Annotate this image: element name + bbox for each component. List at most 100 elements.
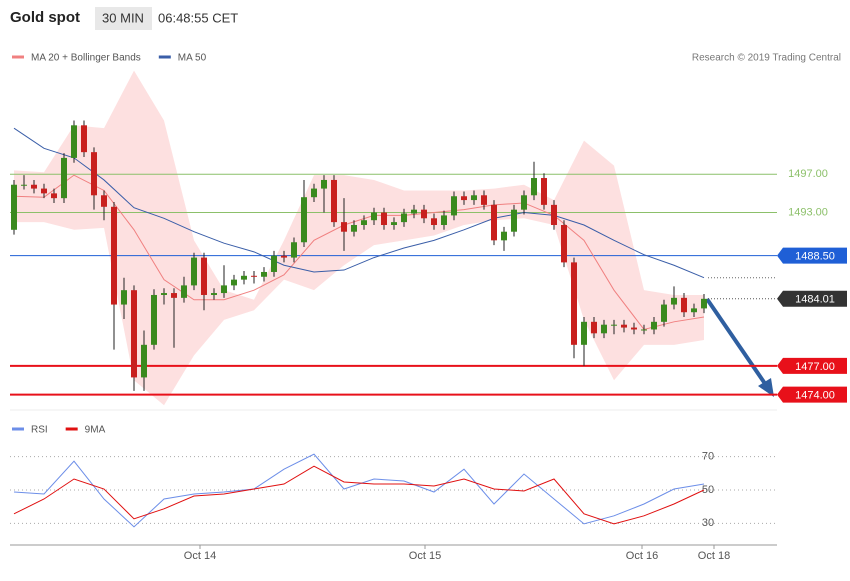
candle-body xyxy=(51,193,57,199)
x-tick-label: Oct 15 xyxy=(409,550,441,562)
candle-body xyxy=(371,212,377,221)
candle-body xyxy=(521,195,527,210)
candle-body xyxy=(541,178,547,205)
forecast-arrow-head xyxy=(758,378,774,397)
candle-body xyxy=(61,157,67,199)
level-label: 1497.00 xyxy=(788,168,828,180)
candle-body xyxy=(231,279,237,286)
candle-body xyxy=(91,152,97,196)
candle-body xyxy=(41,188,47,194)
candle-body xyxy=(561,225,567,263)
legend-label: MA 20 + Bollinger Bands xyxy=(31,53,141,64)
y-tick-label: 50 xyxy=(702,484,714,496)
candle-body xyxy=(121,290,127,305)
candle-body xyxy=(251,275,257,277)
candle-body xyxy=(381,212,387,225)
candle-body xyxy=(501,231,507,241)
candle-body xyxy=(661,304,667,322)
candle-body xyxy=(31,184,37,189)
candle-body xyxy=(301,197,307,243)
candle-body xyxy=(21,184,27,186)
y-tick-label: 30 xyxy=(702,517,714,529)
candle-body xyxy=(281,255,287,258)
candle-body xyxy=(471,195,477,201)
candle-body xyxy=(191,257,197,286)
candle-body xyxy=(571,262,577,345)
candle-body xyxy=(101,195,107,207)
level-label: 1493.00 xyxy=(788,206,828,218)
candle-body xyxy=(611,324,617,326)
legend-label: RSI xyxy=(31,425,48,436)
last-price-tag xyxy=(777,290,847,307)
source: Research © 2019 Trading Central xyxy=(692,53,841,64)
level-tag xyxy=(777,247,847,264)
rsi-line xyxy=(13,453,705,528)
candle-body xyxy=(441,215,447,225)
candle-body xyxy=(421,209,427,219)
level-label: 1474.00 xyxy=(795,390,835,402)
candle-body xyxy=(581,321,587,345)
level-label: 1488.50 xyxy=(795,251,835,263)
candle-body xyxy=(181,285,187,298)
candle-body xyxy=(341,222,347,232)
candle-body xyxy=(261,271,267,277)
candle-body xyxy=(491,204,497,241)
last-price-label: 1484.01 xyxy=(795,294,835,306)
candle-body xyxy=(621,324,627,328)
candle-body xyxy=(131,290,137,378)
chart-title: Gold spot xyxy=(10,9,80,26)
candle-body xyxy=(311,188,317,198)
candle-body xyxy=(701,298,707,309)
candle-body xyxy=(241,275,247,280)
candle-body xyxy=(331,179,337,223)
candle-body xyxy=(431,218,437,225)
candle-body xyxy=(551,204,557,225)
candle-body xyxy=(651,321,657,330)
x-tick-label: Oct 14 xyxy=(184,550,216,562)
candle-body xyxy=(451,196,457,216)
candle-body xyxy=(691,308,697,313)
candle-body xyxy=(11,184,17,230)
y-tick-label: 70 xyxy=(702,451,714,463)
level-tag xyxy=(777,386,847,403)
ma-line xyxy=(13,174,705,331)
interval: 30 MIN xyxy=(102,10,144,25)
candle-body xyxy=(71,125,77,158)
candle-body xyxy=(81,125,87,153)
forecast-arrow xyxy=(705,297,770,390)
candle-body xyxy=(591,321,597,334)
candle-body xyxy=(171,293,177,298)
candle-body xyxy=(461,196,467,201)
candle-body xyxy=(391,222,397,225)
x-tick-label: Oct 16 xyxy=(626,550,658,562)
candle-body xyxy=(401,213,407,223)
level-label: 1477.00 xyxy=(795,361,835,373)
bollinger-band xyxy=(14,70,704,406)
x-tick-label: Oct 18 xyxy=(698,550,730,562)
candle-body xyxy=(161,293,167,295)
candle-body xyxy=(411,209,417,214)
candle-body xyxy=(681,297,687,313)
candle-body xyxy=(601,324,607,334)
candle-body xyxy=(511,209,517,232)
candle-body xyxy=(221,285,227,294)
candle-body xyxy=(291,242,297,258)
candle-body xyxy=(111,206,117,305)
candle-body xyxy=(641,329,647,331)
level-tag xyxy=(777,357,847,374)
candle-body xyxy=(351,225,357,232)
legend-label: 9MA xyxy=(85,425,106,436)
ma-line xyxy=(13,127,705,279)
candle-body xyxy=(141,344,147,378)
legend-label: MA 50 xyxy=(178,53,207,64)
candle-body xyxy=(361,220,367,225)
candle-body xyxy=(271,255,277,272)
candle-body xyxy=(481,195,487,205)
candle-body xyxy=(671,297,677,305)
candle-body xyxy=(151,294,157,345)
time: 06:48:55 CET xyxy=(158,10,238,25)
rsi-line xyxy=(13,465,705,525)
candle-body xyxy=(201,257,207,295)
